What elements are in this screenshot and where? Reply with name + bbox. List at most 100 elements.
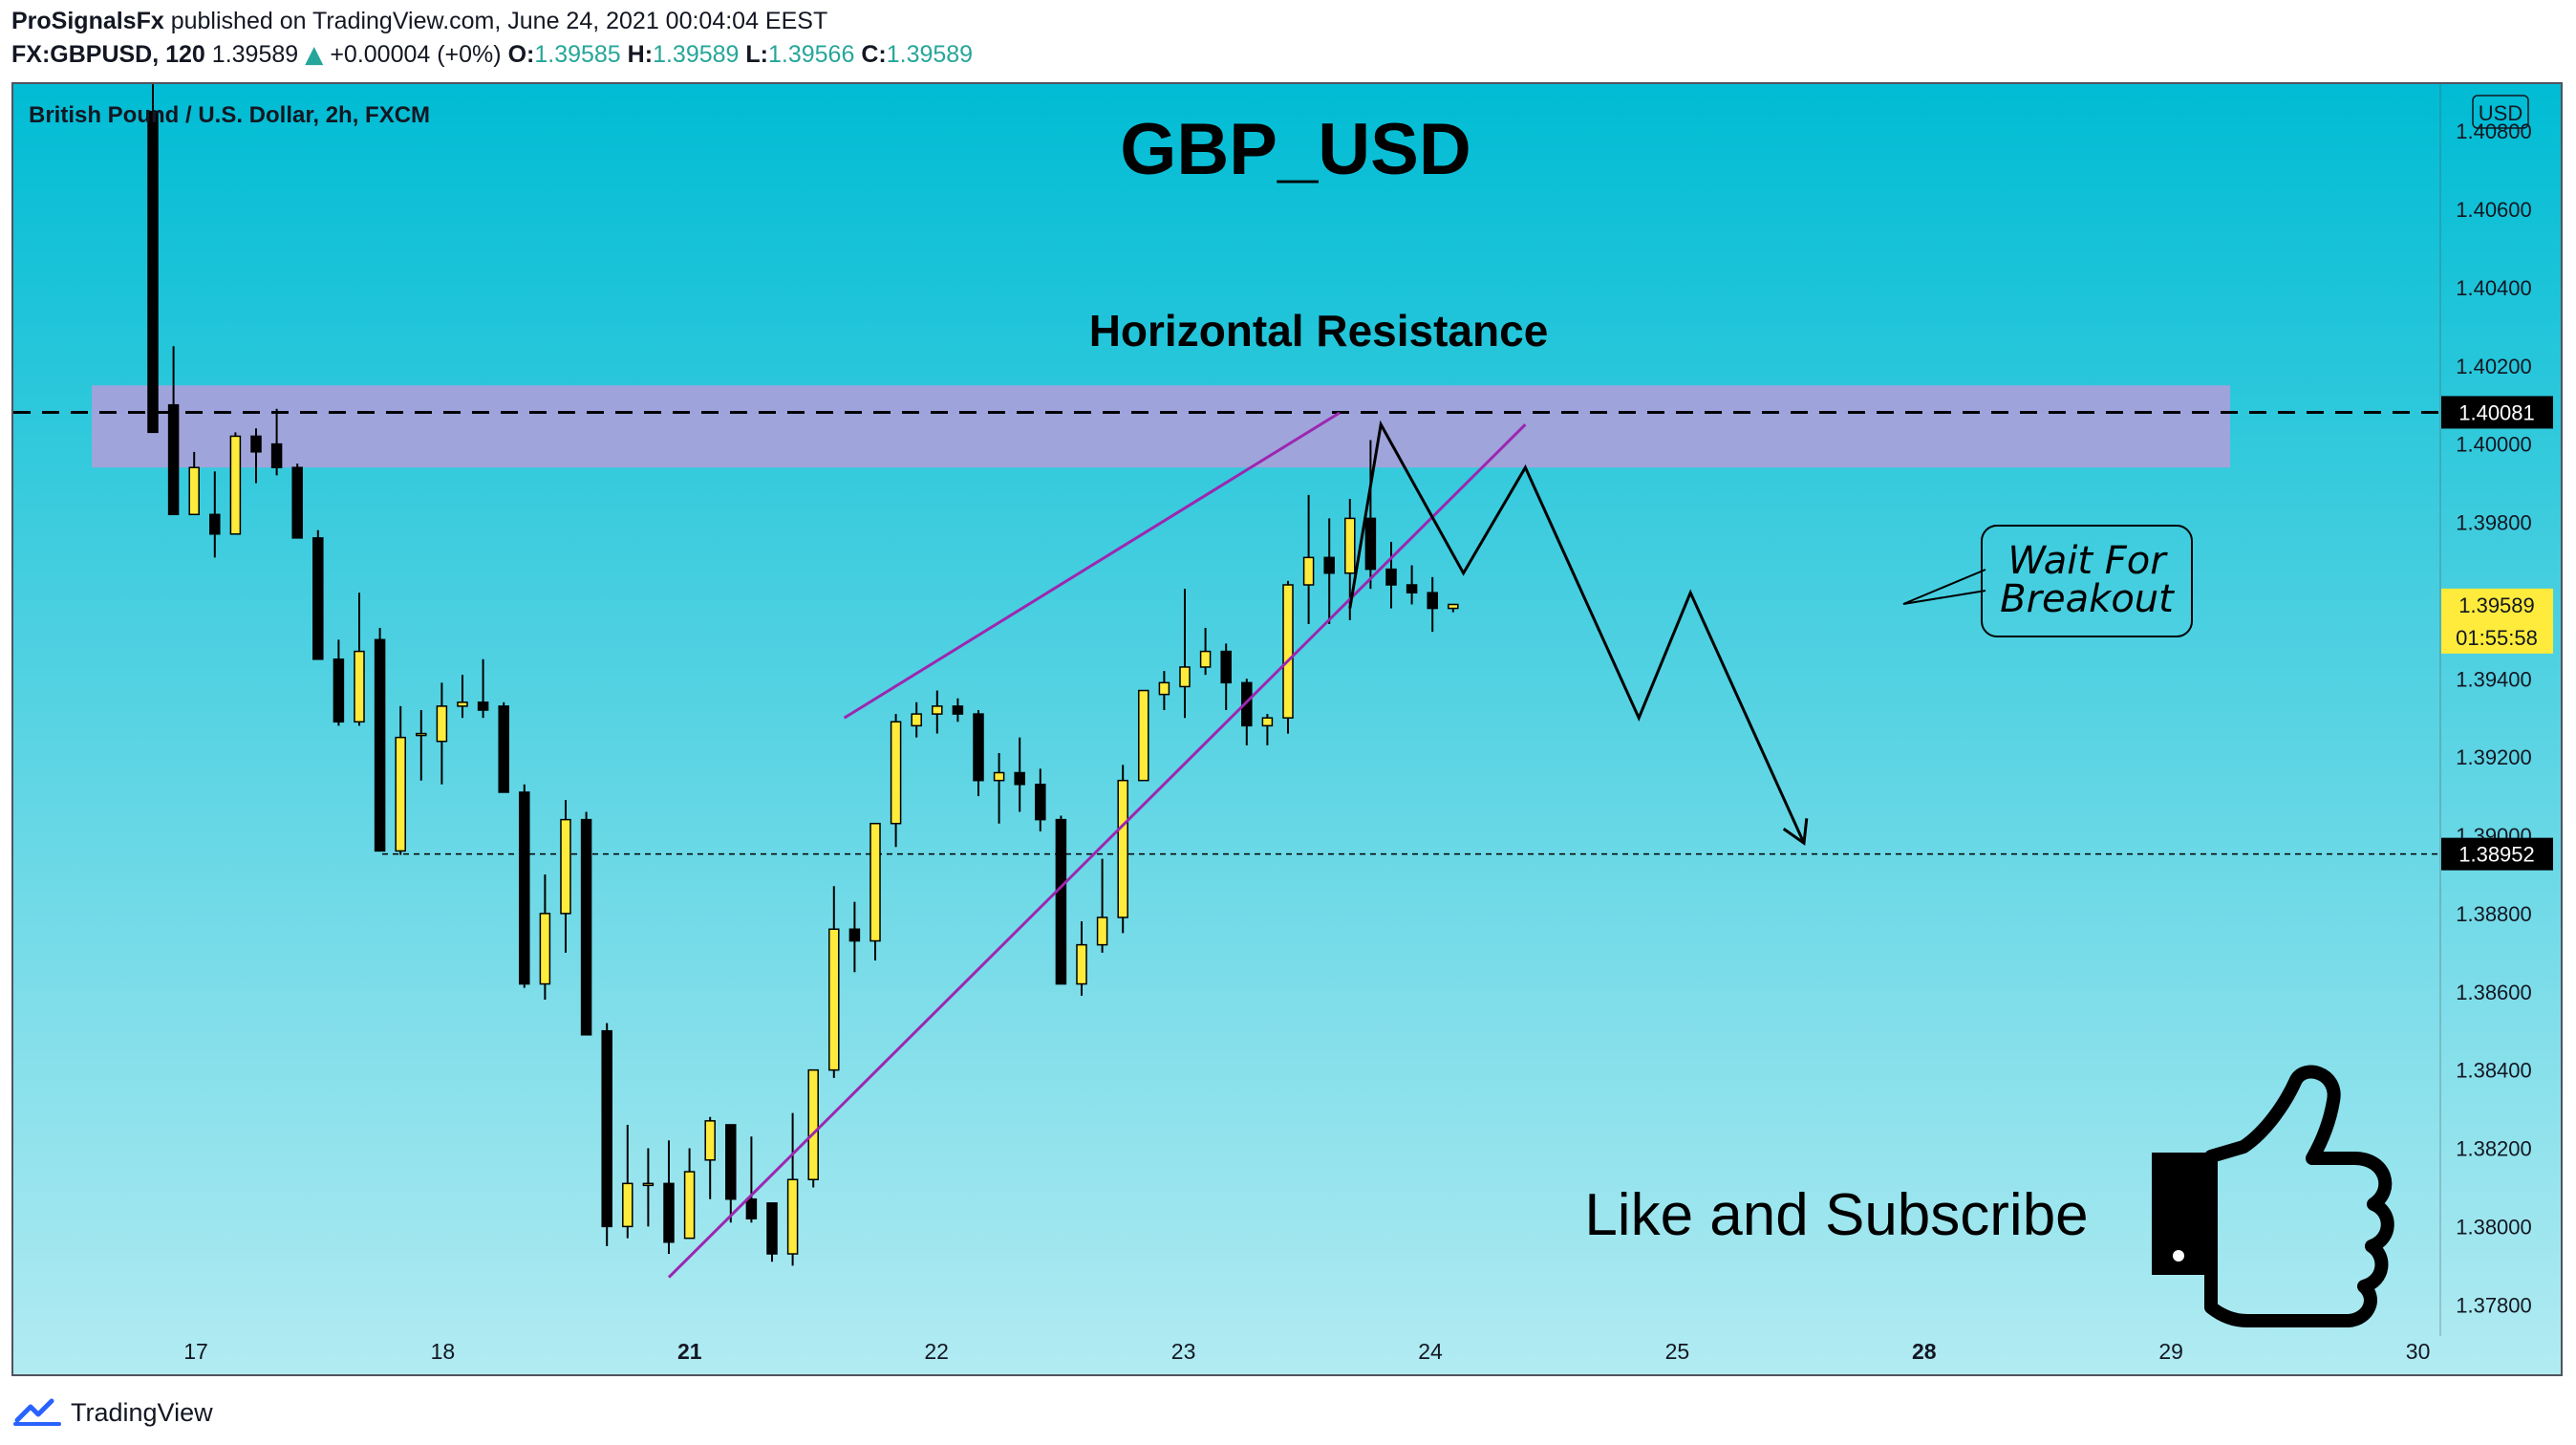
candle-body [270,442,283,468]
y-tick-label: 1.38800 [2456,902,2532,926]
change-value: +0.00004 (+0%) [330,41,502,68]
resistance-zone [92,385,2230,468]
breakout-text-line2: Breakout [2000,577,2175,621]
candle-body [601,1029,612,1228]
candle-body [1220,650,1232,684]
high-value: 1.39589 [653,41,740,68]
candle-body [642,1182,655,1187]
candle-body [1014,771,1025,786]
y-tick-label: 1.39400 [2456,667,2532,691]
publish-info: ProSignalsFx published on TradingView.co… [11,8,827,35]
candle-body [250,435,262,453]
x-tick-label: 30 [2406,1339,2431,1364]
x-tick-label: 29 [2158,1339,2183,1364]
candle-body [911,713,922,727]
candle-body [725,1124,737,1200]
candle-body [1344,517,1356,574]
y-tick-label: 1.38400 [2456,1059,2532,1083]
candle-body [1055,818,1067,985]
candle-body [1427,592,1438,610]
candle-body [1406,584,1418,593]
candle-body [416,732,427,737]
candle-body [828,928,840,1071]
x-tick-label: 23 [1171,1339,1196,1364]
candle-body [333,658,345,723]
candle-body [1302,556,1315,586]
footer: TradingView [13,1393,213,1432]
open-label: O: [507,41,535,68]
candle-body [993,771,1005,782]
wedge-upper-line [843,411,1341,720]
current-price-tag [2441,588,2553,654]
candle-body [1385,568,1397,586]
candle-body [622,1182,633,1228]
candle-body [1199,650,1212,668]
y-tick-label: 1.39800 [2456,511,2532,535]
resistance-price-tag [2441,396,2553,429]
candle-body [1261,717,1274,727]
tradingview-brand[interactable]: TradingView [71,1397,213,1427]
symbol-label[interactable]: FX:GBPUSD, 120 [11,41,205,68]
candle-body [952,705,964,715]
wedge-lower-line [667,423,1527,1279]
y-tick-label: 1.40800 [2456,119,2532,143]
candle-body [1117,779,1128,918]
x-tick-label: 17 [183,1339,208,1364]
candle-body [188,466,200,516]
candle-body [374,638,386,852]
target-price-tag-text: 1.38952 [2458,843,2535,867]
close-value: 1.39589 [886,41,974,68]
low-label: L: [745,41,768,68]
candle-body [869,822,881,942]
candle-body [807,1068,819,1180]
candle-body [704,1120,716,1161]
candle-body [663,1182,675,1243]
candle-body [683,1171,696,1240]
like-subscribe-text: Like and Subscribe [1584,1182,2088,1248]
breakout-callout-pointer [1902,569,1986,605]
candle-body [1282,584,1294,719]
candle-body [229,435,242,535]
candle-body [890,721,902,825]
candle-body [932,705,943,715]
candle-body [848,928,861,942]
projection-arrowhead [1782,818,1809,846]
candle-body [147,110,159,434]
tradingview-logo-icon[interactable] [13,1397,63,1428]
candle-body [167,403,180,516]
candle-body [1076,943,1087,985]
last-price: 1.39589 [211,41,299,68]
breakout-text-line1: Wait For [2007,539,2168,583]
resistance-price-tag-text: 1.40081 [2458,400,2535,424]
candle-body [1241,681,1253,727]
candle-body [973,713,984,782]
current-price-countdown: 01:55:58 [2456,626,2538,650]
candle-body [766,1202,778,1255]
x-tick-label: 25 [1665,1339,1690,1364]
candle-body [477,701,489,711]
candle-body [786,1178,799,1255]
current-price-tag-text: 1.39589 [2458,593,2535,617]
candle-body [498,705,509,793]
candle-body [1158,681,1170,696]
high-label: H: [627,41,654,68]
y-tick-label: 1.40000 [2456,433,2532,457]
symbol-info: FX:GBPUSD, 120 1.39589 ▲ +0.00004 (+0%) … [11,40,973,69]
y-tick-label: 1.40200 [2456,355,2532,378]
x-tick-label: 22 [924,1339,949,1364]
resistance-label: Horizontal Resistance [1089,306,1549,356]
frame-border [11,82,2563,1376]
x-tick-label: 18 [431,1339,456,1364]
candle-body [312,537,324,660]
close-label: C: [861,41,887,68]
candle-body [395,736,406,852]
candle-body [457,701,468,707]
candle-body [1096,917,1108,946]
series-label: British Pound / U.S. Dollar, 2h, FXCM [29,102,430,128]
publisher-name[interactable]: ProSignalsFx [11,8,164,34]
low-value: 1.39566 [768,41,855,68]
y-tick-label: 1.38200 [2456,1137,2532,1161]
breakout-callout-box [1981,525,2193,637]
candle-body [354,650,365,723]
